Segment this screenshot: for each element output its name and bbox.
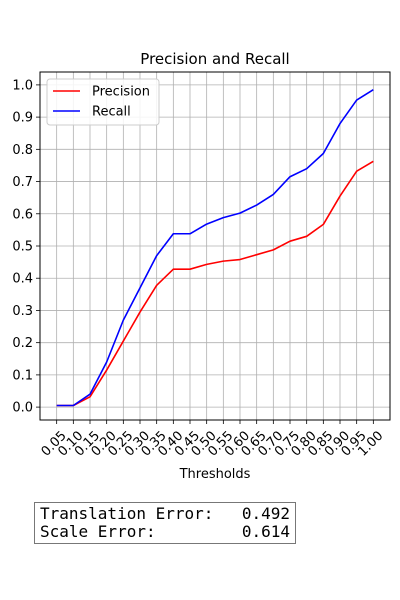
y-tick-label: 0.5: [12, 240, 33, 255]
y-axis: 0.0 0.1 0.2 0.3 0.4 0.5 0.6 0.7 0.8 0.9 1.0: [12, 78, 40, 416]
precision-line: [56, 160, 374, 407]
y-tick-label: 0.3: [12, 304, 33, 319]
legend-label-recall: Recall: [92, 105, 131, 120]
chart-title: Precision and Recall: [140, 50, 289, 68]
series-lines: [56, 89, 374, 407]
y-tick-label: 0.0: [12, 401, 33, 416]
x-axis: 0.050.100.150.200.250.300.350.400.450.50…: [39, 420, 386, 460]
y-tick-label: 0.6: [12, 207, 33, 222]
y-tick-label: 0.9: [12, 111, 33, 126]
scale-error-row: Scale Error: 0.614: [40, 523, 290, 541]
legend-label-precision: Precision: [92, 85, 150, 100]
recall-line: [56, 89, 374, 407]
scale-error-label: Scale Error:: [40, 522, 156, 541]
y-tick-label: 0.2: [12, 336, 33, 351]
scale-error-value: 0.614: [241, 522, 290, 541]
x-axis-title: Thresholds: [179, 467, 251, 482]
y-tick-label: 1.0: [12, 78, 33, 93]
error-metrics-box: Translation Error: 0.492 Scale Error: 0.…: [34, 502, 296, 544]
translation-error-row: Translation Error: 0.492: [40, 505, 290, 523]
translation-error-label: Translation Error:: [40, 504, 214, 523]
y-tick-label: 0.8: [12, 143, 33, 158]
y-tick-label: 0.7: [12, 175, 33, 190]
legend: Precision Recall: [46, 78, 160, 126]
translation-error-value: 0.492: [241, 504, 290, 523]
y-tick-label: 0.4: [12, 272, 33, 287]
y-tick-label: 0.1: [12, 368, 33, 383]
grid: [40, 72, 390, 420]
precision-recall-chart: Precision and Recall 0.00.10.20.30.40.50…: [12, 50, 391, 482]
